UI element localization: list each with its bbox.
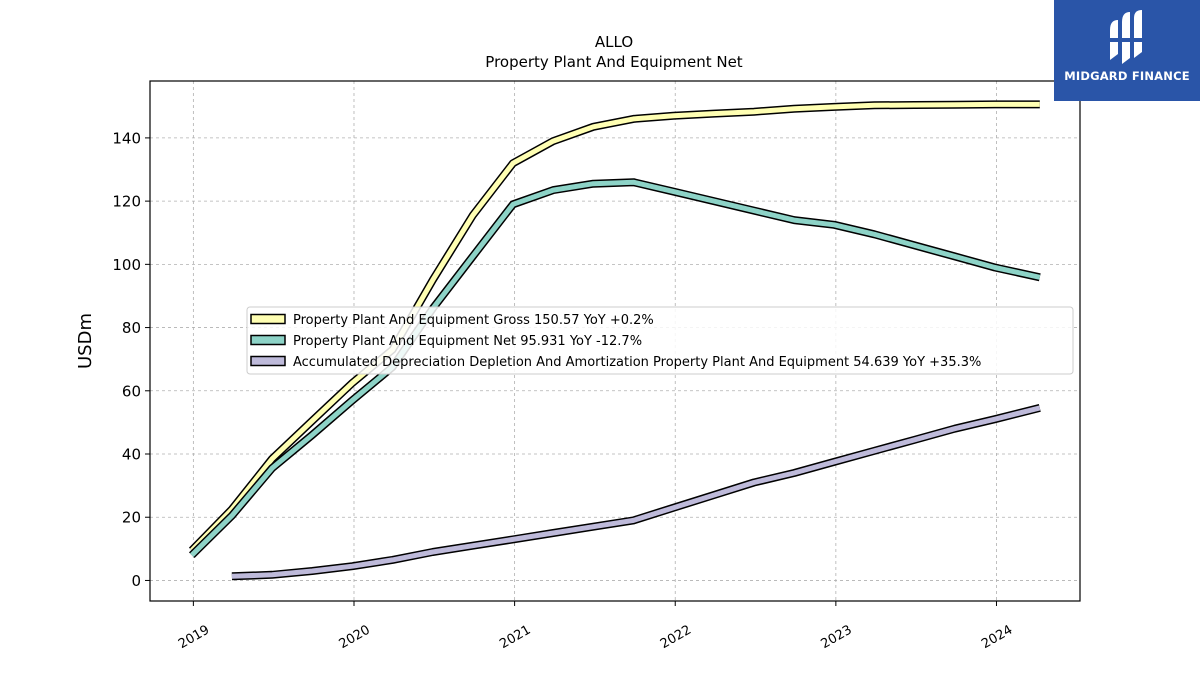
y-tick-label: 100 (112, 256, 141, 274)
legend-label: Property Plant And Equipment Gross 150.5… (293, 313, 654, 328)
x-tick-label: 2022 (658, 623, 694, 653)
series-3-outline (231, 404, 1041, 581)
y-tick-label: 60 (122, 382, 141, 400)
x-tick-label: 2024 (979, 623, 1015, 653)
x-tick-label: 2019 (176, 623, 212, 653)
y-tick-label: 140 (112, 129, 141, 147)
legend-label: Property Plant And Equipment Net 95.931 … (293, 334, 642, 349)
legend-label: Accumulated Depreciation Depletion And A… (293, 355, 981, 370)
x-tick-label: 2023 (819, 623, 855, 653)
plot-frame (149, 80, 1081, 602)
y-tick-label: 120 (112, 193, 141, 211)
y-tick-label: 80 (122, 319, 141, 337)
legend-box (246, 306, 1074, 375)
x-axis-ticks: 2019 2020 2021 2022 2023 2024 (176, 601, 1015, 652)
series-3-line (231, 405, 1041, 579)
chart-subtitle: Property Plant And Equipment Net (485, 53, 742, 71)
series-2-line (190, 179, 1041, 557)
brand-logo: MIDGARD FINANCE (1054, 0, 1200, 101)
y-axis-label: USDm (75, 313, 96, 369)
y-tick-label: 20 (122, 509, 141, 527)
y-tick-label: 40 (122, 446, 141, 464)
y-axis-ticks: 0 20 40 60 80 100 120 140 (112, 129, 150, 590)
series-lines (188, 100, 1041, 581)
y-tick-label: 0 (131, 572, 141, 590)
legend-swatch (250, 313, 286, 325)
legend-swatch (250, 334, 286, 346)
chart-title: ALLO (595, 33, 633, 51)
series-1-line (190, 101, 1040, 553)
legend-swatch (250, 355, 286, 367)
x-tick-label: 2020 (337, 623, 373, 653)
legend: Property Plant And Equipment Gross 150.5… (246, 306, 1074, 375)
logo-text: MIDGARD FINANCE (1064, 69, 1190, 83)
x-tick-label: 2021 (497, 623, 533, 653)
logo-mark-icon (1108, 10, 1146, 64)
